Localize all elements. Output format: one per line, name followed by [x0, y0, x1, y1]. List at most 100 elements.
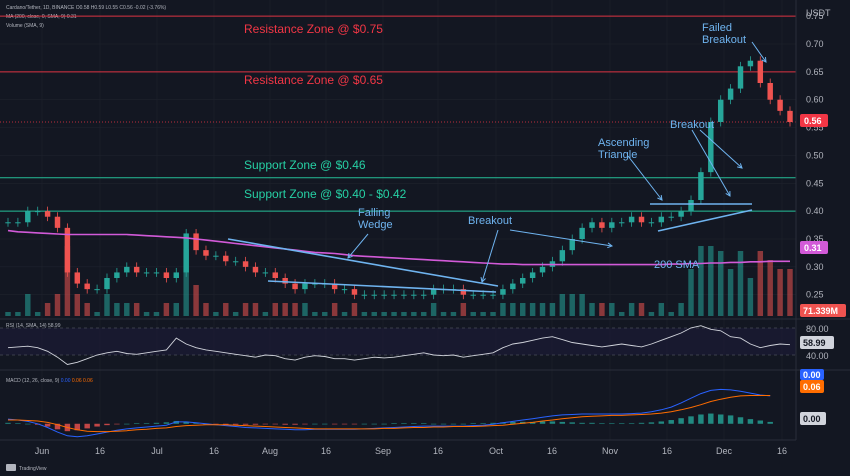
candle-body — [143, 272, 150, 274]
last-price-tag: 0.56 — [804, 116, 822, 126]
macd-hist-bar — [421, 423, 427, 424]
macd-hist-bar — [618, 423, 625, 424]
volume-bar — [549, 303, 556, 316]
macd-hist-bar — [262, 423, 269, 425]
macd-hist-bar — [391, 423, 397, 424]
candle-body — [5, 222, 11, 224]
macd-tag-mid-bg — [800, 380, 824, 393]
macd-hist-bar — [430, 423, 437, 425]
candle-body — [223, 255, 229, 262]
grid — [0, 0, 796, 440]
volume-bar — [767, 260, 773, 316]
sma-tag-bg — [800, 241, 828, 254]
annotation-arrow — [699, 129, 743, 169]
x-tick-label: Dec — [716, 446, 733, 456]
candle-body — [272, 272, 278, 278]
annotation-arrow — [627, 155, 663, 201]
macd-hist-bar — [183, 421, 189, 424]
candle-body — [361, 294, 368, 296]
annotation-label: Breakout — [670, 119, 714, 131]
volume-bar — [25, 294, 31, 316]
volume-bar — [114, 303, 120, 316]
annotation-arrowhead — [761, 56, 767, 63]
volume-tag: 71.339M — [803, 306, 838, 316]
y-tick-label: 0.40 — [806, 206, 824, 216]
price-tags: 0.56 0.31 71.339M — [800, 114, 846, 317]
candle-body — [371, 294, 377, 296]
y-tick-label: 0.25 — [806, 290, 824, 300]
candle-body — [242, 261, 249, 267]
volume-bar — [341, 312, 348, 316]
volume-bar — [648, 312, 655, 316]
candle-body — [539, 266, 546, 273]
price-axis: 0.25 0.30 0.35 0.40 0.45 0.50 0.55 0.60 0.65 0.70… — [806, 11, 824, 300]
candle-body — [203, 250, 209, 256]
candle-body — [569, 239, 575, 251]
candle-body — [282, 278, 288, 284]
candle-body — [529, 272, 536, 278]
macd-tag-mid: 0.06 — [803, 382, 821, 392]
macd-hist-bar — [84, 423, 90, 429]
triangle-bottom-line — [657, 209, 753, 232]
volume-bar — [322, 312, 328, 316]
y-tick-label: 0.45 — [806, 178, 824, 188]
macd-hist-bar — [302, 423, 308, 425]
volume-bar — [391, 312, 397, 316]
volume-bar — [5, 312, 11, 316]
candle-body — [638, 216, 645, 223]
volume-bar — [688, 269, 694, 316]
candle-body — [252, 266, 259, 273]
y-tick-label: 0.60 — [806, 95, 824, 105]
candle-body — [74, 272, 81, 284]
volume-bar — [351, 303, 358, 316]
macd-hist-bar — [401, 423, 407, 424]
ma-line: MA (200, close, 0, SMA, 9) 0.31 — [6, 14, 77, 20]
macd-hist-bar — [143, 423, 150, 424]
candle-body — [678, 211, 684, 217]
logo-icon — [6, 464, 16, 471]
macd-hist-bar — [490, 422, 496, 424]
x-tick-label: Oct — [489, 446, 504, 456]
zone-label: Resistance Zone @ $0.75 — [244, 22, 383, 36]
volume-bar — [678, 303, 684, 316]
candle-body — [351, 289, 358, 295]
annotation-label: Ascending Triangle — [598, 137, 649, 161]
x-tick-label: Jun — [35, 446, 50, 456]
volume-bar — [163, 303, 170, 316]
volume-line: Volume (SMA, 9) — [6, 23, 44, 29]
annotation-label: Breakout — [468, 215, 512, 227]
macd-legend-label: MACD (12, 26, close, 9) — [6, 378, 60, 384]
macd-hist-bar — [747, 419, 754, 424]
candle-body — [717, 99, 724, 122]
volume-bar — [133, 303, 140, 316]
candle-body — [421, 294, 427, 296]
macd-hist-bar — [579, 422, 585, 424]
rsi-band — [0, 328, 796, 355]
annotation-label: Failed Breakout — [702, 22, 746, 46]
volume-bar — [34, 312, 41, 316]
volume-bar — [787, 269, 793, 316]
macd-hist-bar — [292, 423, 298, 425]
zones: Resistance Zone @ $0.75 Resistance Zone @… — [0, 15, 796, 212]
rsi-legend: RSI (14, SMA, 14) 58.99 — [6, 323, 61, 329]
wedge-upper-line — [227, 238, 499, 287]
candle-body — [262, 272, 269, 274]
macd-hist-bar — [282, 423, 288, 425]
candle-body — [292, 283, 298, 290]
candle-body — [510, 283, 516, 290]
candle-body — [302, 283, 308, 290]
candle-body — [133, 266, 140, 273]
macd-hist-bar — [153, 422, 160, 424]
time-axis[interactable]: Jun 16 Jul 16 Aug 16 Sep 16 Oct 16 Nov 16 Dec 16 — [35, 446, 787, 456]
y-tick-label: 0.65 — [806, 67, 824, 77]
volume-bar — [569, 294, 575, 316]
candle-body — [54, 216, 61, 228]
candle-body — [618, 222, 625, 224]
volume-bar — [757, 251, 764, 316]
volume-bar — [510, 303, 516, 316]
candle-body — [64, 227, 71, 273]
annotation-arrowhead — [607, 242, 614, 249]
macd-hist-bar — [25, 423, 31, 425]
y-tick-label: 0.50 — [806, 150, 824, 160]
wedge-lower-line — [267, 280, 497, 293]
